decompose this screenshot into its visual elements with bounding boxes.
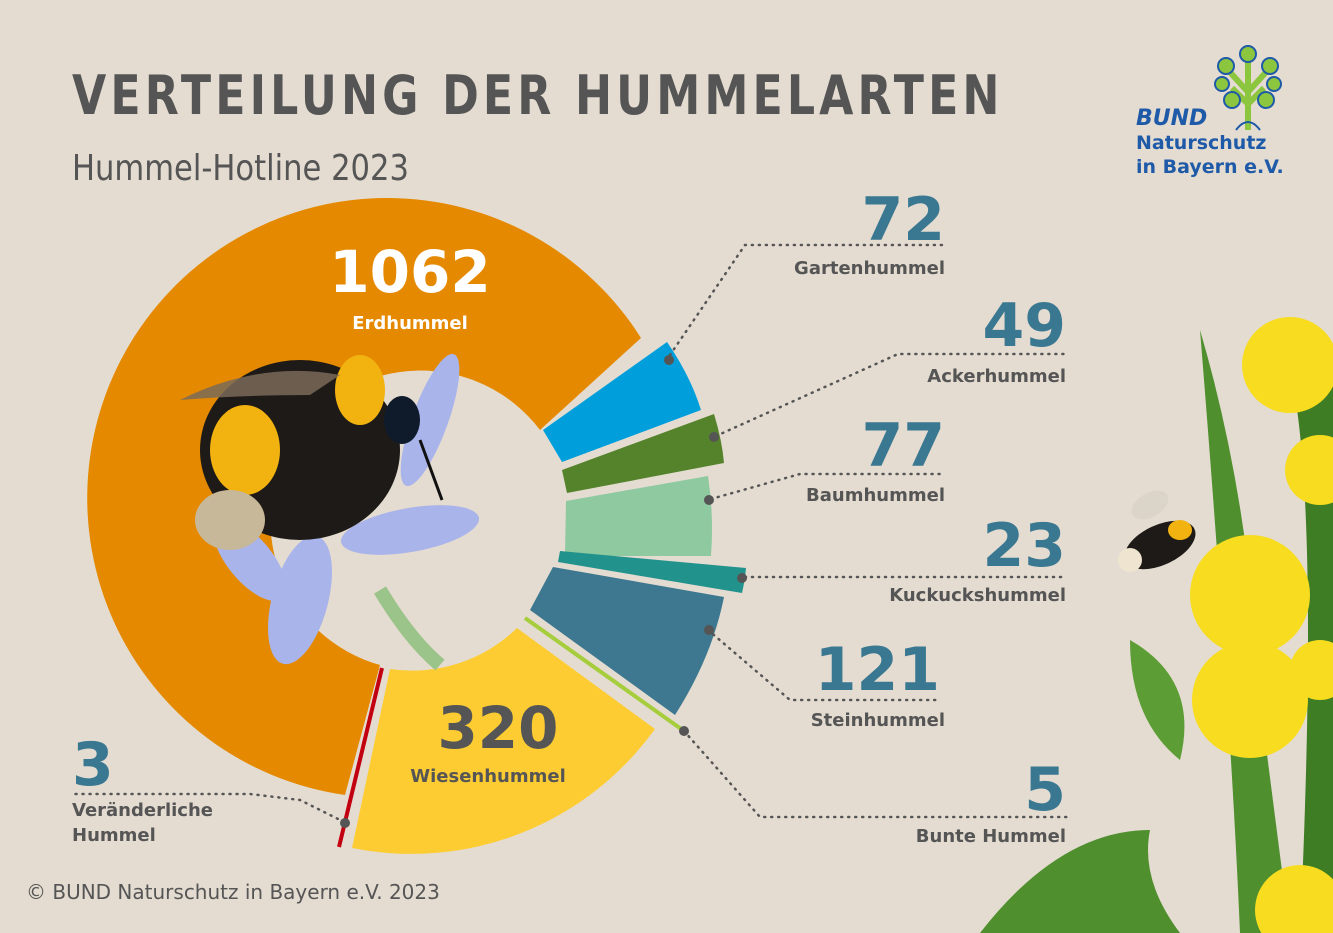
- dandelion-flowers-image: [980, 317, 1333, 933]
- label-kuckuckshummel: Kuckuckshummel: [889, 585, 1066, 606]
- value-veraenderliche-hummel: 3: [72, 730, 114, 800]
- page-title: VERTEILUNG DER HUMMELARTEN: [72, 64, 1004, 127]
- value-wiesenhummel: 320: [437, 694, 559, 762]
- callout-line-steinhummel: [706, 628, 942, 702]
- logo-line1: Naturschutz: [1136, 132, 1267, 154]
- label-baumhummel: Baumhummel: [806, 485, 945, 506]
- segment-steinhummel: [530, 567, 724, 715]
- value-gartenhummel: 72: [861, 185, 946, 255]
- callout-line-veraenderliche-hummel: [70, 792, 346, 824]
- value-erdhummel: 1062: [329, 238, 491, 306]
- callout-dot-veraenderliche-hummel: [340, 818, 350, 828]
- value-ackerhummel: 49: [982, 291, 1067, 361]
- logo-line2: in Bayern e.V.: [1136, 156, 1284, 178]
- segment-wiesenhummel: [352, 628, 655, 854]
- value-steinhummel: 121: [814, 635, 940, 705]
- label-bunte-hummel: Bunte Hummel: [915, 826, 1066, 847]
- flying-bumblebee-image: [1118, 490, 1196, 572]
- label-erdhummel: Erdhummel: [352, 313, 468, 334]
- page-subtitle: Hummel-Hotline 2023: [72, 148, 409, 189]
- label-veraenderliche-hummel-line2: Hummel: [72, 825, 156, 846]
- segment-gartenhummel: [543, 342, 701, 462]
- segment-veraenderliche-hummel: [337, 667, 384, 848]
- segment-erdhummel: [87, 197, 642, 795]
- callout-dot-baumhummel: [704, 495, 714, 505]
- callout-dot-steinhummel: [704, 625, 714, 635]
- callout-line-baumhummel: [709, 472, 947, 501]
- tree-icon: [1214, 45, 1282, 131]
- segment-baumhummel: [565, 476, 712, 556]
- value-kuckuckshummel: 23: [982, 511, 1067, 581]
- callout-dot-ackerhummel: [709, 432, 719, 442]
- callout-dot-bunte-hummel: [679, 726, 689, 736]
- segment-ackerhummel: [562, 414, 724, 493]
- bund-logo: BUND Naturschutz in Bayern e.V.: [1136, 44, 1286, 194]
- bumblebee-on-flower-image: [180, 353, 480, 671]
- label-ackerhummel: Ackerhummel: [927, 366, 1066, 387]
- label-gartenhummel: Gartenhummel: [794, 258, 945, 279]
- segment-bunte-hummel: [523, 616, 686, 733]
- value-bunte-hummel: 5: [1024, 755, 1066, 825]
- segment-kuckuckshummel: [558, 551, 746, 593]
- value-baumhummel: 77: [861, 411, 946, 481]
- label-steinhummel: Steinhummel: [810, 710, 945, 731]
- logo-brand: BUND: [1136, 106, 1208, 131]
- label-veraenderliche-hummel-line1: Veränderliche: [72, 800, 213, 821]
- copyright-footer: © BUND Naturschutz in Bayern e.V. 2023: [26, 880, 440, 904]
- callout-dot-kuckuckshummel: [737, 573, 747, 583]
- callout-dot-gartenhummel: [664, 355, 674, 365]
- label-wiesenhummel: Wiesenhummel: [410, 766, 566, 787]
- callout-line-gartenhummel: [668, 243, 947, 357]
